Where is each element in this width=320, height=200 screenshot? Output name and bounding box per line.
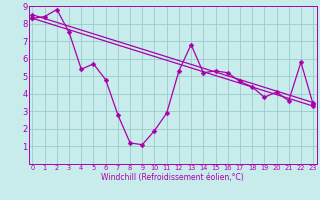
- X-axis label: Windchill (Refroidissement éolien,°C): Windchill (Refroidissement éolien,°C): [101, 173, 244, 182]
